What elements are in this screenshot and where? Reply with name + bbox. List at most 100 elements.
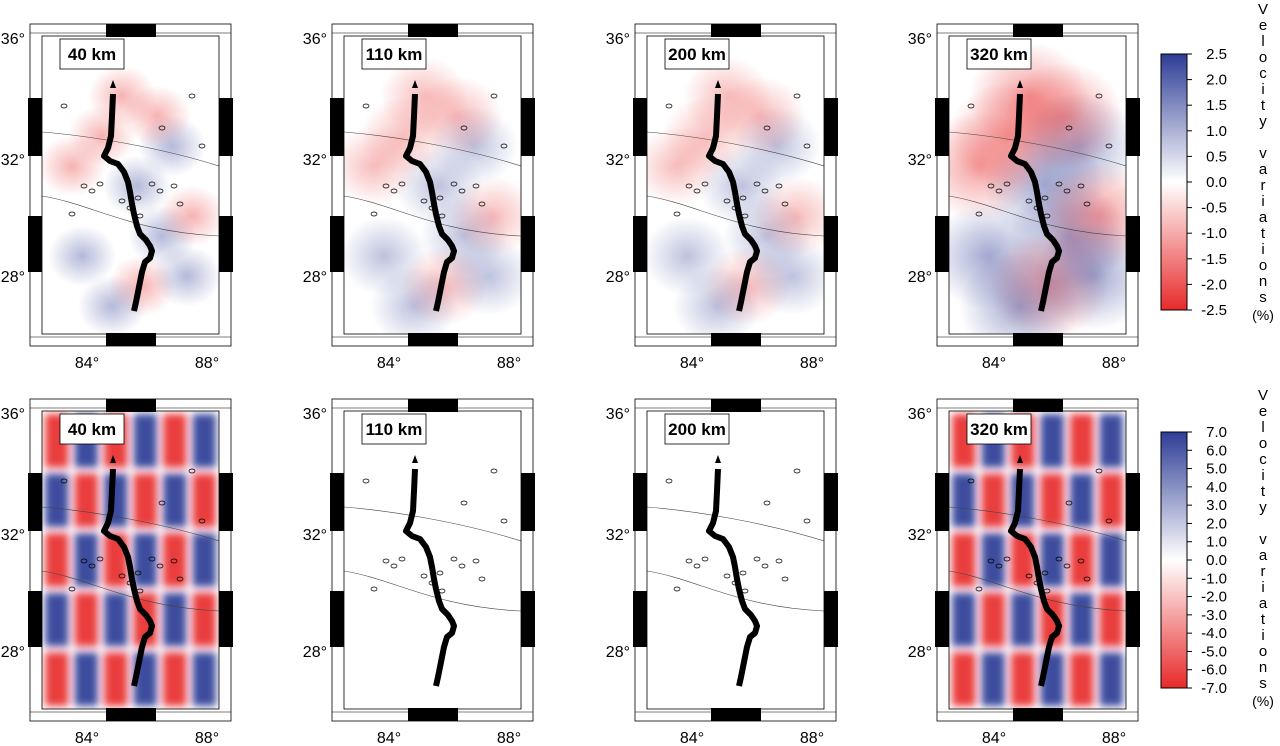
depth-label: 200 km bbox=[668, 45, 726, 64]
x-tick-label: 88° bbox=[1102, 730, 1126, 746]
y-tick-label: 32° bbox=[606, 527, 630, 544]
colorbar-title-letter: r bbox=[1261, 563, 1266, 580]
colorbar-title-letter: a bbox=[1259, 209, 1268, 226]
colorbar-title-letter: l bbox=[1261, 419, 1264, 436]
colorbar-2: 7.06.05.04.03.02.01.00.0-1.0-2.0-3.0-4.0… bbox=[1161, 387, 1274, 709]
colorbar-title-letter: o bbox=[1259, 435, 1267, 452]
y-tick-label: 36° bbox=[303, 31, 327, 48]
y-tick-label: 36° bbox=[908, 31, 932, 48]
depth-label: 40 km bbox=[68, 420, 116, 439]
y-tick-label: 28° bbox=[606, 644, 630, 661]
y-tick-label: 32° bbox=[1, 152, 25, 169]
colorbar-title-letter: e bbox=[1259, 17, 1267, 34]
colorbar-title-letter: t bbox=[1261, 225, 1266, 242]
map-panel-1-4: 320 km36°32°28°84° 88° bbox=[908, 24, 1159, 372]
colorbar-title-letter: o bbox=[1259, 49, 1267, 66]
y-tick-label: 36° bbox=[303, 406, 327, 423]
y-tick-label: 28° bbox=[606, 269, 630, 286]
map-panel-1-1: 40 km 36° 32° 28° 84° 88° bbox=[1, 24, 233, 372]
colorbar-title-letter: y bbox=[1259, 499, 1267, 516]
colorbar-tick-label: -3.0 bbox=[1201, 607, 1227, 624]
colorbar-tick-label: -4.0 bbox=[1201, 625, 1227, 642]
colorbar-title-letter: a bbox=[1259, 547, 1268, 564]
colorbar-tick-label: -7.0 bbox=[1201, 680, 1227, 697]
colorbar-title-letter: s bbox=[1259, 289, 1267, 306]
map-panel-2-1: 40 km 36° 32° 28° 84° 88° bbox=[1, 399, 233, 746]
colorbar-title-letter: o bbox=[1259, 643, 1267, 660]
colorbar-title-letter: t bbox=[1261, 611, 1266, 628]
colorbar-tick-label: -5.0 bbox=[1201, 643, 1227, 660]
colorbar-title-letter: a bbox=[1259, 161, 1268, 178]
y-tick-label: 28° bbox=[1, 644, 25, 661]
colorbar-1: 2.52.01.51.00.50.0-0.5-1.0-1.5-2.0-2.5Ve… bbox=[1161, 1, 1274, 323]
colorbar-title-letter: V bbox=[1258, 387, 1268, 404]
y-tick-label: 32° bbox=[908, 527, 932, 544]
colorbar-title-letter: s bbox=[1259, 675, 1267, 692]
y-tick-label: 36° bbox=[606, 31, 630, 48]
colorbar-tick-label: -0.5 bbox=[1201, 200, 1227, 217]
colorbar-tick-label: 6.0 bbox=[1206, 442, 1227, 459]
colorbar-tick-label: 1.5 bbox=[1206, 97, 1227, 114]
y-tick-label: 32° bbox=[303, 527, 327, 544]
colorbar-title-letter: a bbox=[1259, 595, 1268, 612]
colorbar-tick-label: 7.0 bbox=[1206, 424, 1227, 441]
y-tick-label: 36° bbox=[1, 31, 25, 48]
colorbar-tick-label: 0.5 bbox=[1206, 148, 1227, 165]
x-tick-label: 88° bbox=[195, 355, 219, 372]
colorbar-tick-label: 2.0 bbox=[1206, 72, 1227, 89]
colorbar-title-letter: i bbox=[1261, 193, 1264, 210]
colorbar-title-letter: c bbox=[1259, 65, 1267, 82]
depth-label: 200 km bbox=[668, 420, 726, 439]
y-tick-label: 28° bbox=[303, 644, 327, 661]
colorbar-title-letter: i bbox=[1261, 241, 1264, 258]
colorbar-title-letter: t bbox=[1261, 483, 1266, 500]
x-tick-label: 84° bbox=[75, 730, 99, 746]
colorbar-title-letter: t bbox=[1261, 97, 1266, 114]
y-tick-label: 32° bbox=[303, 152, 327, 169]
x-tick-label: 84° bbox=[377, 730, 401, 746]
colorbar-title-letter: n bbox=[1259, 273, 1267, 290]
x-tick-label: 84° bbox=[680, 730, 704, 746]
colorbar-tick-label: 4.0 bbox=[1206, 479, 1227, 496]
map-panel-1-3: 200 km36°32°28°84° 88° bbox=[606, 24, 841, 372]
y-tick-label: 36° bbox=[1, 406, 25, 423]
colorbar-tick-label: 1.0 bbox=[1206, 534, 1227, 551]
colorbar-tick-label: 1.0 bbox=[1206, 123, 1227, 140]
x-tick-label: 88° bbox=[800, 355, 824, 372]
colorbar-tick-label: -2.0 bbox=[1201, 589, 1227, 606]
y-tick-label: 32° bbox=[908, 152, 932, 169]
colorbar-title-letter: i bbox=[1261, 467, 1264, 484]
x-tick-label: 84° bbox=[377, 355, 401, 372]
y-tick-label: 36° bbox=[606, 406, 630, 423]
colorbar-tick-label: 2.5 bbox=[1206, 46, 1227, 63]
colorbar-tick-label: -6.0 bbox=[1201, 662, 1227, 679]
colorbar-tick-label: -2.5 bbox=[1201, 302, 1227, 319]
x-tick-label: 88° bbox=[1102, 355, 1126, 372]
colorbar-tick-label: -1.0 bbox=[1201, 570, 1227, 587]
y-tick-label: 28° bbox=[1, 269, 25, 286]
y-tick-label: 32° bbox=[1, 527, 25, 544]
depth-label: 110 km bbox=[366, 45, 423, 64]
colorbar-title-letter: v bbox=[1259, 145, 1267, 162]
x-tick-label: 84° bbox=[982, 730, 1006, 746]
colorbar-title-letter: n bbox=[1259, 659, 1267, 676]
y-tick-label: 28° bbox=[303, 269, 327, 286]
map-panel-2-4: 320 km 36° 32° 28° 84° 88° bbox=[908, 399, 1140, 746]
colorbar-title-letter: c bbox=[1259, 451, 1267, 468]
colorbar-tick-label: 2.0 bbox=[1206, 515, 1227, 532]
x-tick-label: 88° bbox=[497, 730, 521, 746]
colorbar-title-letter: i bbox=[1261, 81, 1264, 98]
x-tick-label: 88° bbox=[195, 730, 219, 746]
x-tick-label: 84° bbox=[982, 355, 1006, 372]
depth-label: 320 km bbox=[970, 420, 1028, 439]
colorbar-tick-label: 5.0 bbox=[1206, 461, 1227, 478]
colorbar-title-letter: e bbox=[1259, 403, 1267, 420]
x-tick-label: 84° bbox=[75, 355, 99, 372]
colorbar-tick-label: 3.0 bbox=[1206, 497, 1227, 514]
colorbar-unit: (%) bbox=[1252, 693, 1274, 709]
colorbar-tick-label: -2.0 bbox=[1201, 276, 1227, 293]
x-tick-label: 88° bbox=[497, 355, 521, 372]
map-panel-2-2: 110 km 36° 32° 28° 84° 88° bbox=[303, 399, 535, 746]
colorbar-tick-label: -1.5 bbox=[1201, 251, 1227, 268]
